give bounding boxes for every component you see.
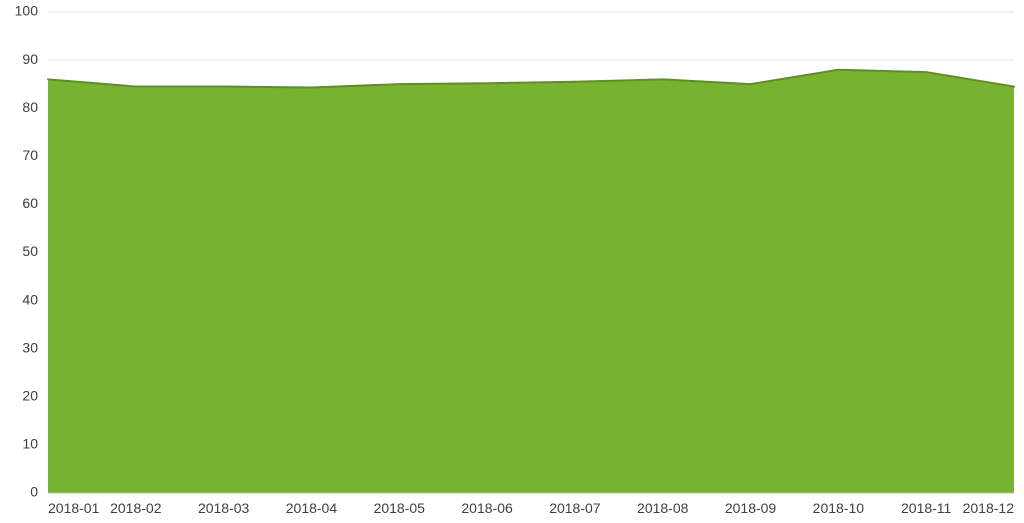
area-series: [48, 70, 1014, 493]
x-tick-label: 2018-12: [963, 500, 1015, 516]
y-tick-label: 100: [15, 3, 39, 19]
x-tick-label: 2018-10: [813, 500, 865, 516]
y-tick-label: 30: [22, 339, 38, 355]
y-tick-label: 40: [22, 291, 38, 307]
x-tick-label: 2018-11: [901, 500, 952, 516]
x-tick-label: 2018-04: [286, 500, 338, 516]
x-tick-label: 2018-06: [461, 500, 513, 516]
chart-svg: 0 10 20 30 40 50 60 70 80 90 100 2018-01 2018-02 2018…: [0, 0, 1024, 523]
y-tick-label: 10: [22, 436, 38, 452]
y-tick-label: 20: [22, 388, 38, 404]
x-tick-label: 2018-07: [549, 500, 601, 516]
x-tick-label: 2018-09: [725, 500, 777, 516]
x-tick-label: 2018-05: [374, 500, 426, 516]
x-tick-label: 2018-08: [637, 500, 689, 516]
y-tick-label: 70: [22, 147, 38, 163]
y-tick-label: 50: [22, 243, 38, 259]
x-tick-label: 2018-02: [110, 500, 162, 516]
x-tick-label: 2018-03: [198, 500, 250, 516]
area-chart: 0 10 20 30 40 50 60 70 80 90 100 2018-01 2018-02 2018…: [0, 0, 1024, 523]
y-tick-label: 90: [22, 51, 38, 67]
y-tick-label: 80: [22, 99, 38, 115]
x-tick-label: 2018-01: [48, 500, 100, 516]
y-tick-label: 0: [30, 484, 38, 500]
y-tick-label: 60: [22, 195, 38, 211]
